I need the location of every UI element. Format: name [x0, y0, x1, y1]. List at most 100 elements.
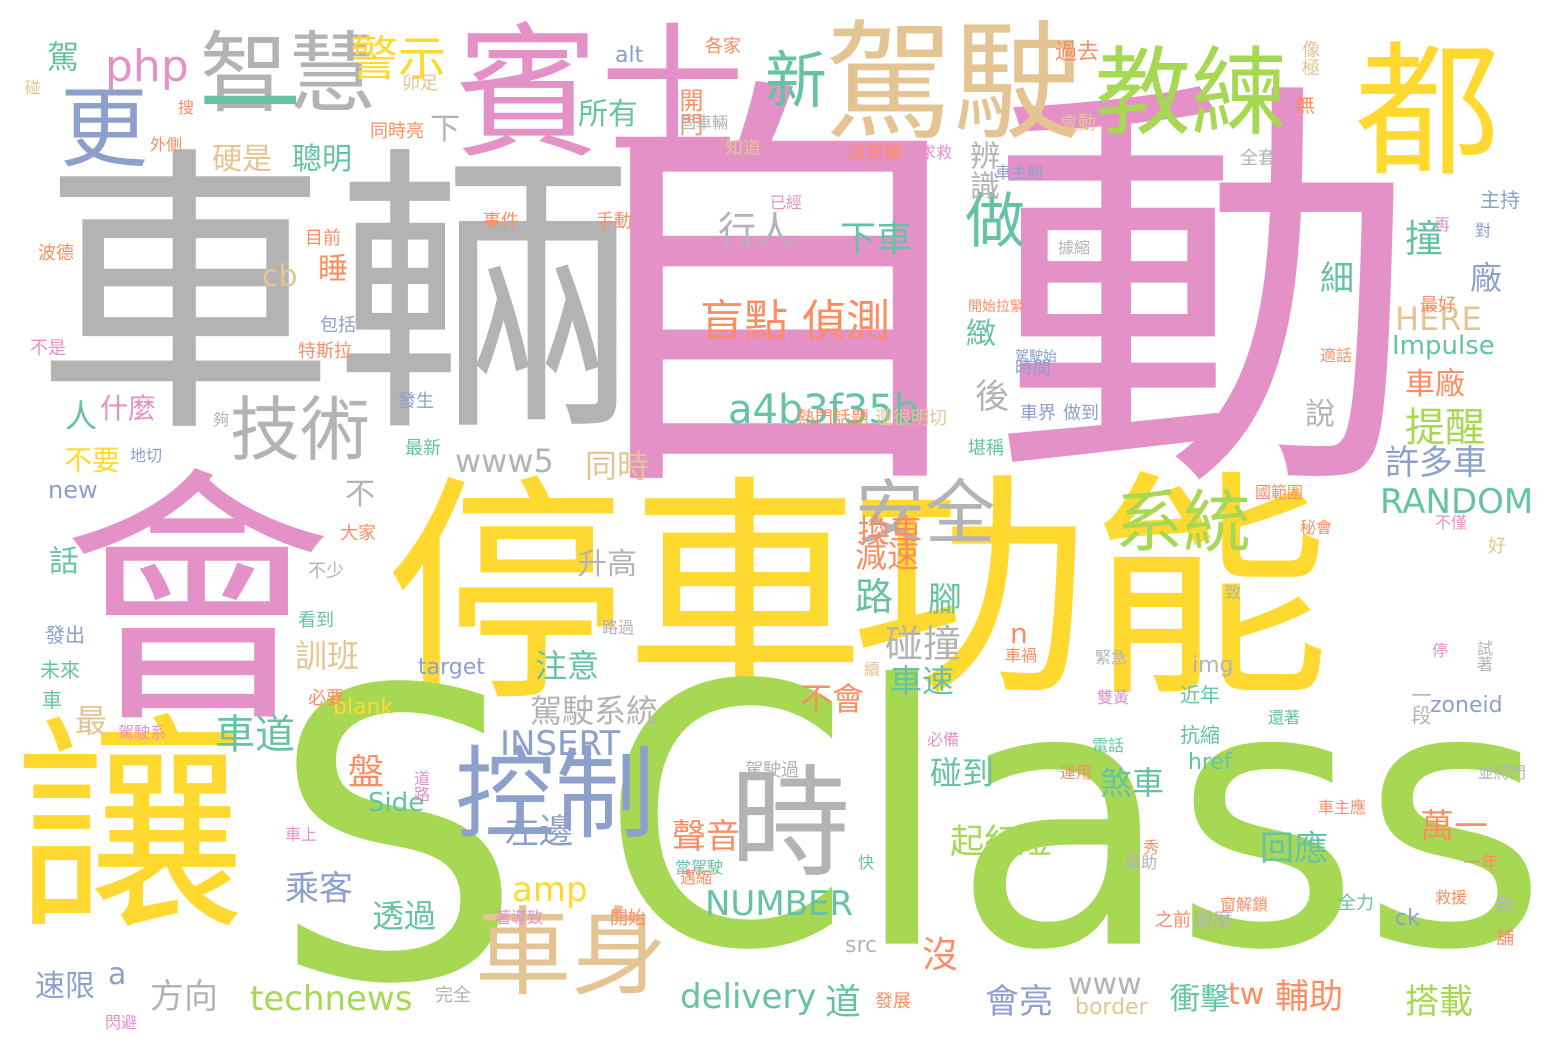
- cloud-word: 碰到: [930, 754, 995, 792]
- cloud-word: 已經: [770, 193, 803, 212]
- cloud-word: 求救: [920, 143, 953, 162]
- cloud-word: 手動: [596, 211, 632, 232]
- cloud-word: 窗解鎖: [1220, 895, 1269, 914]
- cloud-word: 好: [1488, 536, 1506, 557]
- cloud-word: tw: [1228, 977, 1265, 1012]
- cloud-word: 還麼: [1193, 908, 1233, 932]
- cloud-word: 必要: [308, 688, 344, 709]
- cloud-word: 撞: [1405, 217, 1444, 261]
- cloud-word: 車廠: [1405, 367, 1465, 402]
- cloud-word: href: [1188, 750, 1232, 775]
- cloud-word: 聲音: [672, 817, 740, 857]
- cloud-word: 秘會: [1300, 518, 1333, 537]
- cloud-word: 車: [42, 688, 62, 712]
- cloud-word: 必備: [927, 730, 960, 749]
- cloud-word: 會亮: [985, 982, 1053, 1022]
- cloud-word: 緻: [966, 317, 996, 352]
- cloud-word: 近年: [1180, 683, 1220, 707]
- cloud-word: a: [108, 957, 127, 992]
- cloud-word: 舖: [1496, 928, 1514, 949]
- cloud-word: target: [418, 655, 485, 680]
- cloud-word: 駕駛系: [118, 723, 167, 742]
- cloud-word: 開門: [675, 88, 703, 136]
- cloud-word: 致: [1225, 583, 1242, 602]
- cloud-word: 一段: [1408, 685, 1432, 725]
- cloud-word: 做到: [1063, 403, 1099, 424]
- cloud-word: 功能: [850, 450, 1331, 730]
- cloud-word: 道: [825, 982, 862, 1023]
- cloud-word: 都: [1355, 28, 1500, 197]
- cloud-word: 左邊: [505, 812, 573, 852]
- cloud-word: zoneid: [1430, 693, 1503, 718]
- cloud-word: 方向: [150, 977, 218, 1017]
- cloud-word: 教練: [1095, 37, 1287, 149]
- cloud-word: 車速: [890, 662, 955, 700]
- cloud-word: 系統: [1115, 484, 1252, 563]
- cloud-word: NUMBER: [705, 884, 854, 924]
- cloud-word: 車主應: [1318, 798, 1367, 817]
- cloud-word: 道路: [411, 770, 430, 802]
- cloud-word: 還很明切: [875, 408, 947, 429]
- cloud-word: 國範圍: [1255, 483, 1304, 502]
- cloud-word: 並將門: [1478, 763, 1527, 782]
- cloud-word: 話: [43, 545, 78, 575]
- cloud-word: 波德: [38, 243, 74, 264]
- cloud-word: 事件: [483, 211, 519, 232]
- cloud-word: 停: [1432, 641, 1449, 660]
- cloud-word: HERE: [1395, 300, 1482, 338]
- cloud-word: 外側: [150, 135, 183, 154]
- cloud-word: RANDOM: [1380, 482, 1534, 522]
- cloud-word: 不要: [64, 444, 121, 477]
- cloud-word: 訓班: [295, 637, 360, 675]
- cloud-word: a4b3f35b: [728, 387, 920, 433]
- cloud-word: 輔助: [1275, 977, 1343, 1017]
- cloud-word: 車界: [1020, 403, 1056, 424]
- cloud-word: Class: [600, 610, 1548, 1030]
- cloud-word: 發生: [398, 391, 434, 412]
- cloud-word: 同時: [585, 447, 650, 485]
- cloud-word: 運用: [1060, 763, 1093, 782]
- cloud-word: php: [105, 41, 189, 92]
- cloud-word: 目前: [305, 228, 341, 249]
- cloud-word: 當駕駛: [675, 858, 724, 877]
- cloud-word: 車輛: [35, 123, 635, 472]
- cloud-word: 車主開: [995, 163, 1044, 182]
- cloud-word: 說: [1305, 397, 1335, 432]
- cloud-word: 睡: [318, 252, 348, 287]
- cloud-word: 抗縮: [1180, 723, 1220, 747]
- cloud-word: 人: [65, 397, 98, 435]
- cloud-word: 再: [1434, 215, 1451, 234]
- cloud-word: 適話: [1320, 346, 1353, 365]
- cloud-word: 大家: [340, 523, 376, 544]
- cloud-word: 發展: [875, 991, 911, 1012]
- cloud-word: 技術: [230, 389, 370, 471]
- cloud-word: 新: [765, 44, 828, 117]
- cloud-word: 車禍: [1005, 646, 1038, 665]
- cloud-word: 固車輛: [680, 113, 729, 132]
- cloud-word: 對: [1475, 221, 1492, 240]
- cloud-word: 細: [1320, 259, 1354, 299]
- cloud-word: Side: [368, 788, 425, 818]
- cloud-word: 控制: [455, 736, 655, 853]
- cloud-word: 聰明: [292, 142, 352, 177]
- cloud-word: 廠: [1470, 259, 1503, 297]
- cloud-word: 會動: [1060, 113, 1096, 134]
- cloud-word: 無: [1295, 93, 1315, 117]
- cloud-word: delivery: [680, 977, 817, 1017]
- cloud-word: 更: [60, 77, 149, 180]
- cloud-word: 什麼: [100, 392, 157, 425]
- cloud-word: 啟: [1496, 895, 1514, 916]
- cloud-word: 停車: [385, 455, 866, 735]
- cloud-word: 發出: [45, 623, 85, 647]
- cloud-word: 車身: [475, 897, 667, 1009]
- cloud-word: 不僅: [1435, 513, 1468, 532]
- cloud-word: www5: [455, 442, 554, 480]
- cloud-word: 減速: [855, 537, 920, 575]
- cloud-word: 快: [858, 853, 875, 872]
- cloud-word: 搭載: [1405, 982, 1473, 1022]
- cloud-word: 地切: [130, 446, 163, 465]
- cloud-word: 電話: [1092, 736, 1125, 755]
- cloud-word: 同時亮: [370, 121, 424, 142]
- cloud-word: blank: [333, 695, 394, 720]
